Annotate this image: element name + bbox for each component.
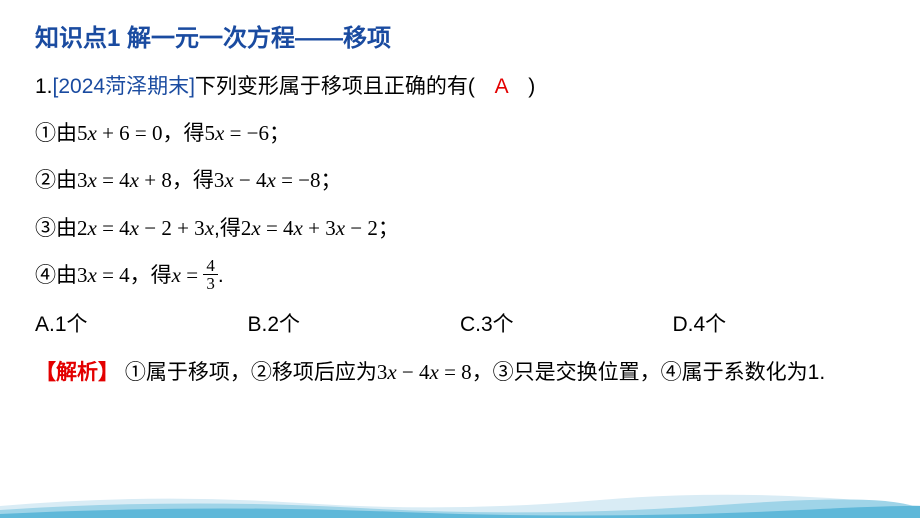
math-text: − 2: [345, 216, 378, 240]
fraction-numerator: 4: [203, 257, 218, 275]
math-var: x: [430, 360, 439, 384]
option-b: B.2个: [248, 308, 461, 338]
item-3: ③由2x = 4x − 2 + 3x,得2x = 4x + 3x − 2；: [35, 212, 885, 246]
math-var: x: [336, 216, 345, 240]
decorative-wave: [0, 488, 920, 518]
item-2: ②由3x = 4x + 8，得3x − 4x = −8；: [35, 164, 885, 198]
question-text: 下列变形属于移项且正确的有(: [195, 75, 475, 98]
math-var: x: [130, 168, 139, 192]
math-text: + 6 = 0: [97, 121, 163, 145]
analysis-text-2: ，③只是交换位置，④属于系数化为1.: [472, 361, 826, 384]
analysis-text-1: ①属于移项，②移项后应为: [125, 361, 377, 384]
math-text: + 8: [139, 168, 172, 192]
math-var: x: [294, 216, 303, 240]
item-4-prefix: ④由: [35, 264, 77, 287]
fraction: 43: [203, 257, 218, 292]
math-var: x: [88, 216, 97, 240]
section-title: 知识点1 解一元一次方程——移项: [35, 18, 885, 53]
item-3-mid: ,得: [214, 217, 241, 240]
math-var: x: [224, 168, 233, 192]
math-text: = 4: [97, 168, 130, 192]
math-var: x: [251, 216, 260, 240]
math-text: − 2 + 3: [139, 216, 205, 240]
question-answer: A: [487, 71, 517, 103]
math-var: x: [215, 121, 224, 145]
math-text: 2: [77, 216, 88, 240]
item-1: ①由5x + 6 = 0，得5x = −6；: [35, 117, 885, 151]
item-3-suffix: ；: [378, 217, 399, 240]
math-text: − 4: [234, 168, 267, 192]
item-1-prefix: ①由: [35, 122, 77, 145]
math-text: 5: [77, 121, 88, 145]
question-text-end: ): [528, 75, 535, 98]
math-text: = 4: [261, 216, 294, 240]
math-var: x: [267, 168, 276, 192]
math-var: x: [172, 263, 181, 287]
item-1-mid: ，得: [163, 122, 205, 145]
option-c: C.3个: [460, 308, 673, 338]
math-text: + 3: [303, 216, 336, 240]
question-source: [2024菏泽期末]: [53, 75, 195, 98]
math-text: 5: [205, 121, 216, 145]
question-number: 1.: [35, 75, 53, 98]
math-text: = −8: [276, 168, 321, 192]
math-var: x: [88, 121, 97, 145]
math-var: x: [88, 168, 97, 192]
math-text: − 4: [397, 360, 430, 384]
options-row: A.1个 B.2个 C.3个 D.4个: [35, 308, 885, 338]
item-4: ④由3x = 4，得x = 43.: [35, 259, 885, 294]
item-2-prefix: ②由: [35, 169, 77, 192]
math-var: x: [205, 216, 214, 240]
math-text: = 4: [97, 216, 130, 240]
item-2-suffix: ；: [321, 169, 342, 192]
math-text: = −6: [224, 121, 269, 145]
item-4-suffix: .: [218, 264, 224, 287]
math-text: 3: [77, 263, 88, 287]
item-4-mid: ，得: [130, 264, 172, 287]
item-3-prefix: ③由: [35, 217, 77, 240]
option-a: A.1个: [35, 308, 248, 338]
math-text: 3: [214, 168, 225, 192]
analysis-label: 【解析】: [35, 361, 119, 384]
math-var: x: [130, 216, 139, 240]
math-var: x: [88, 263, 97, 287]
math-text: = 4: [97, 263, 130, 287]
item-1-suffix: ；: [269, 122, 290, 145]
math-text: = 8: [439, 360, 472, 384]
math-text: 2: [241, 216, 252, 240]
math-text: =: [181, 263, 203, 287]
option-d: D.4个: [673, 308, 886, 338]
analysis-block: 【解析】 ①属于移项，②移项后应为3x − 4x = 8，③只是交换位置，④属于…: [35, 354, 885, 392]
question-stem: 1.[2024菏泽期末]下列变形属于移项且正确的有( A ): [35, 71, 885, 103]
math-text: 3: [377, 360, 388, 384]
item-2-mid: ，得: [172, 169, 214, 192]
math-var: x: [387, 360, 396, 384]
math-text: 3: [77, 168, 88, 192]
fraction-denominator: 3: [203, 275, 218, 292]
